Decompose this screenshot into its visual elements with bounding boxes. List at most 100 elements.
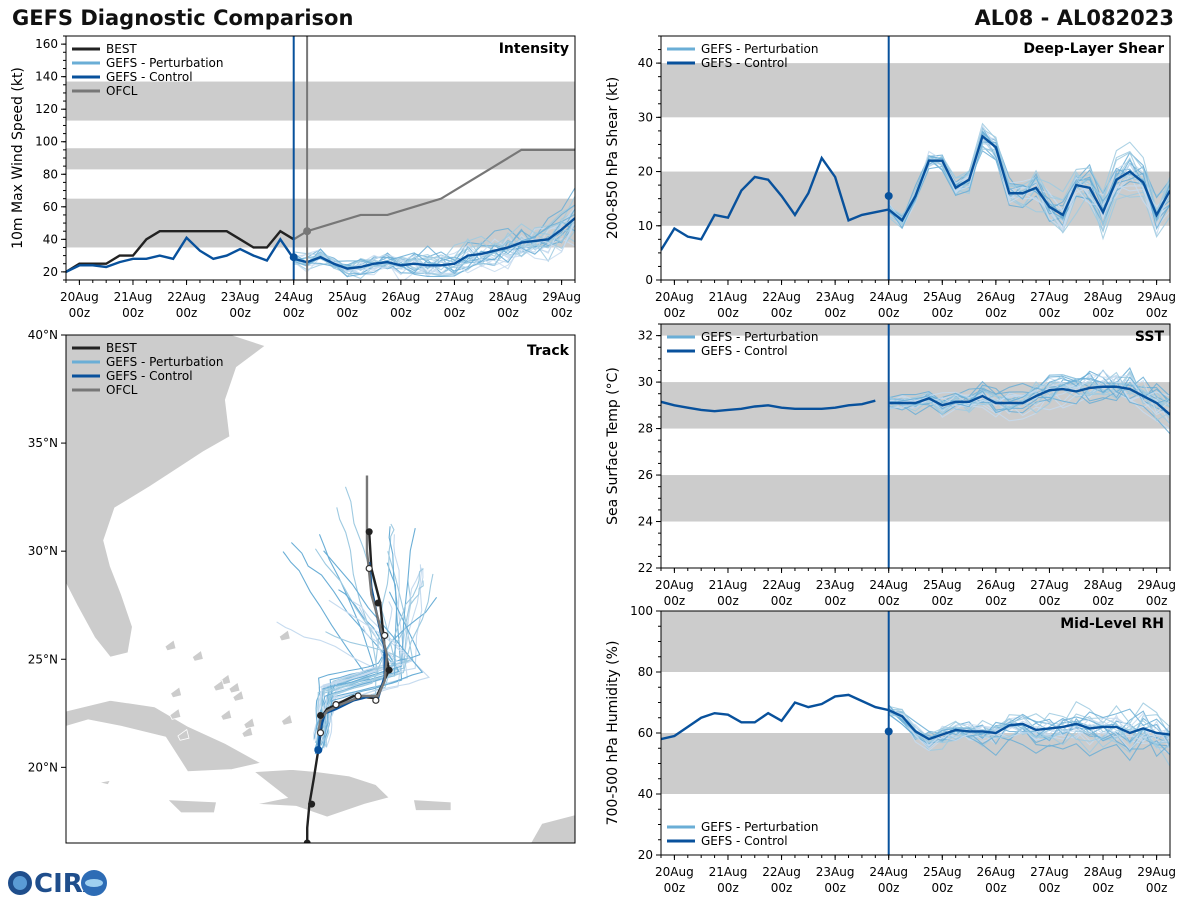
y-tick-label: 40 — [638, 787, 653, 801]
perturbation-line — [888, 150, 1170, 225]
legend-label: BEST — [106, 42, 137, 56]
perturbation-line — [888, 710, 1170, 744]
perturbation-line — [888, 710, 1170, 767]
perturbation-line — [888, 374, 1170, 427]
shaded-band — [66, 148, 575, 170]
perturbation-line — [888, 370, 1170, 409]
best-track-point — [303, 839, 311, 843]
perturbation-line — [888, 709, 1170, 752]
control-point — [289, 253, 298, 262]
x-tick-label: 20Aug — [655, 578, 694, 592]
plot-frame — [660, 35, 1171, 281]
best-track-point — [332, 701, 340, 709]
x-tick-label: 00z — [283, 306, 305, 320]
x-tick-label: 00z — [1146, 594, 1168, 608]
perturbation-line — [888, 381, 1170, 408]
legend-label: BEST — [106, 341, 137, 355]
legend-label: GEFS - Perturbation — [106, 56, 223, 70]
perturbation-track — [314, 534, 376, 755]
perturbation-line — [888, 134, 1170, 230]
ofcl-point — [303, 227, 312, 236]
perturbation-line — [888, 370, 1170, 425]
perturbation-line — [888, 707, 1170, 752]
perturbation-line — [888, 133, 1170, 216]
x-tick-label: 00z — [985, 881, 1007, 895]
perturbation-line — [888, 380, 1170, 430]
x-tick-label: 25Aug — [923, 865, 962, 879]
ofcl-track-point — [332, 701, 340, 709]
control-line — [661, 693, 1170, 741]
x-tick-label: 26Aug — [382, 290, 421, 304]
x-tick-label: 24Aug — [869, 865, 908, 879]
perturbation-line — [888, 371, 1170, 411]
y-tick-label: 26 — [638, 468, 653, 482]
y-tick-label: 100 — [630, 604, 653, 618]
x-tick-label: 00z — [69, 306, 91, 320]
bahamas-island — [280, 713, 293, 726]
perturbation-line — [293, 220, 575, 274]
perturbation-line — [888, 371, 1170, 420]
perturbation-line — [888, 370, 1170, 411]
perturbation-track — [325, 568, 424, 748]
perturbation-line — [293, 207, 575, 275]
panel-title: SST — [1135, 329, 1165, 345]
x-tick-label: 00z — [824, 594, 846, 608]
x-tick-label: 29Aug — [542, 290, 581, 304]
perturbation-line — [888, 705, 1170, 746]
cuba — [66, 699, 262, 773]
y-axis-label: Sea Surface Temp (°C) — [605, 367, 621, 525]
y-tick-label: 20 — [638, 848, 653, 862]
x-tick-label: 00z — [717, 306, 739, 320]
ofcl-track-point — [316, 729, 325, 737]
x-tick-label: 28Aug — [489, 290, 528, 304]
page-title: GEFS Diagnostic Comparison — [12, 6, 354, 30]
ofcl-track-point — [372, 696, 380, 704]
x-tick-label: 25Aug — [923, 578, 962, 592]
y-tick-label: 140 — [35, 70, 58, 84]
plot-content — [661, 611, 1170, 794]
legend-label: GEFS - Perturbation — [701, 42, 818, 56]
ofcl-track — [317, 475, 389, 733]
x-tick-label: 21Aug — [709, 290, 748, 304]
bahamas-island — [219, 673, 232, 686]
perturbation-line — [888, 709, 1170, 747]
x-tick-label: 29Aug — [1137, 290, 1176, 304]
x-tick-label: 22Aug — [762, 290, 801, 304]
x-tick-label: 27Aug — [1030, 865, 1069, 879]
plot-area — [66, 36, 575, 280]
y-tick-label: 20 — [638, 165, 653, 179]
perturbation-line — [888, 701, 1170, 738]
plot-frame — [660, 610, 1171, 856]
perturbation-line — [888, 381, 1170, 416]
legend-label: OFCL — [106, 383, 138, 397]
x-tick-label: 00z — [932, 306, 954, 320]
x-tick-label: 23Aug — [816, 290, 855, 304]
best-track — [306, 530, 391, 843]
y-tick-label: 160 — [35, 37, 58, 51]
perturbation-line — [888, 711, 1170, 762]
perturbation-track — [320, 606, 398, 749]
perturbation-line — [888, 713, 1170, 748]
y-axis-label: 200-850 hPa Shear (kt) — [605, 77, 621, 239]
perturbation-line — [888, 709, 1170, 756]
perturbation-line — [888, 707, 1170, 747]
control-line-analysis — [661, 399, 876, 413]
perturbation-line — [888, 136, 1170, 229]
perturbation-track — [314, 599, 413, 740]
perturbation-line — [888, 141, 1170, 230]
x-tick-label: 00z — [878, 306, 900, 320]
control-point — [884, 191, 893, 200]
perturbation-line — [293, 220, 575, 272]
y-tick-label: 40 — [43, 232, 58, 246]
y-tick-label: 22 — [638, 561, 653, 575]
perturbation-line — [293, 222, 575, 275]
sst-panel: 22 24 26 28 30 32 20Aug 00z 21Aug 00z 22Aug 00z 23Au… — [605, 323, 1176, 608]
y-tick-label: 40 — [638, 56, 653, 70]
bahamas-island — [220, 708, 233, 721]
best-track-point — [317, 711, 324, 719]
panel-title: Deep-Layer Shear — [1023, 41, 1164, 57]
x-tick-label: 00z — [1146, 306, 1168, 320]
perturbation-line — [888, 704, 1170, 745]
x-tick-label: 25Aug — [923, 290, 962, 304]
